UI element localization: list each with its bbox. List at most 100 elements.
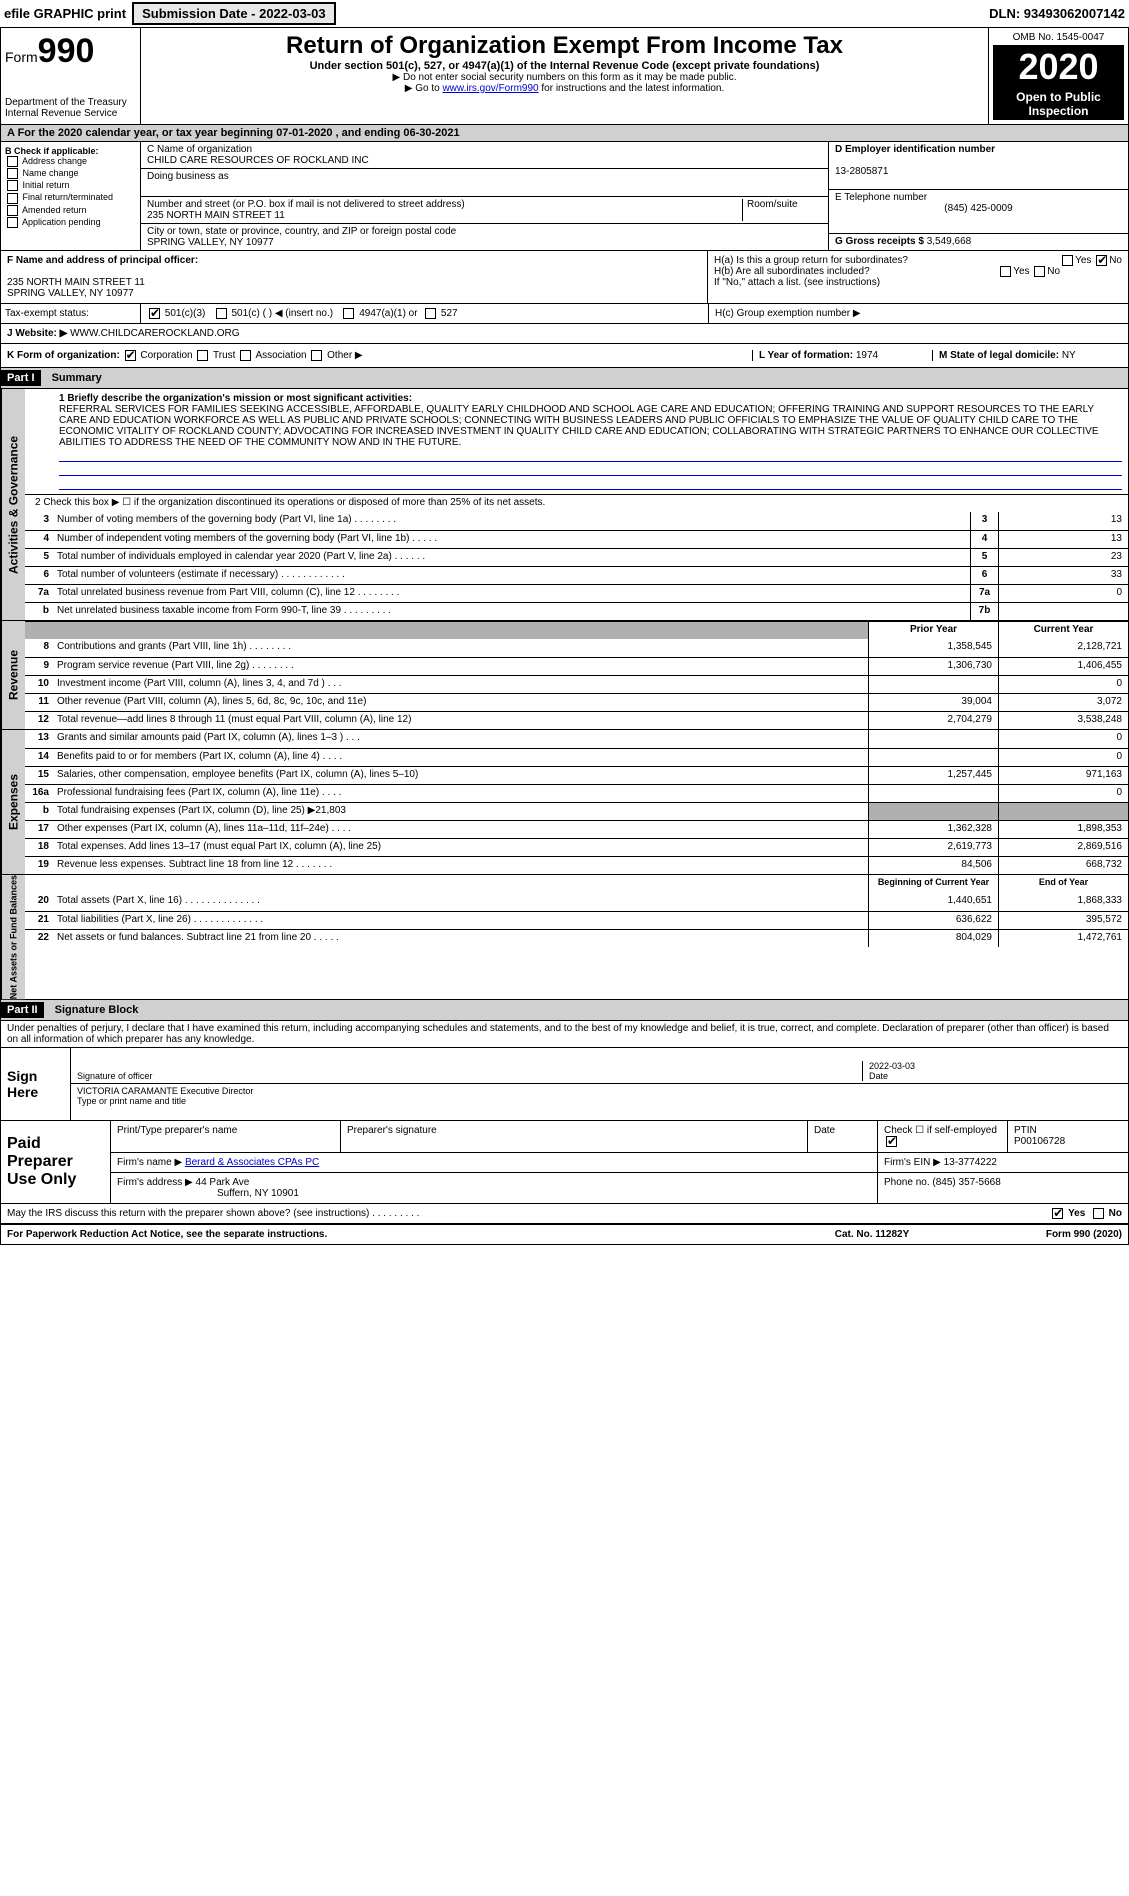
line-label: Grants and similar amounts paid (Part IX…: [53, 730, 868, 748]
dln-label: DLN: 93493062007142: [989, 6, 1125, 21]
chk-initial[interactable]: Initial return: [5, 180, 136, 191]
chk-final[interactable]: Final return/terminated: [5, 192, 136, 203]
chk-address[interactable]: Address change: [5, 156, 136, 167]
mission-text: REFERRAL SERVICES FOR FAMILIES SEEKING A…: [59, 404, 1099, 448]
d-label: D Employer identification number: [835, 144, 995, 155]
g-value: 3,549,668: [927, 236, 972, 247]
line-label: Other revenue (Part VIII, column (A), li…: [53, 694, 868, 711]
current-year-value: 0: [998, 785, 1128, 802]
e-value: (845) 425-0009: [835, 203, 1122, 214]
line-cellnum: 7b: [970, 603, 998, 620]
chk-trust[interactable]: [197, 350, 208, 361]
line-value: 23: [998, 549, 1128, 566]
submission-date-btn[interactable]: Submission Date - 2022-03-03: [132, 2, 336, 25]
chk-4947[interactable]: [343, 308, 354, 319]
firm-name[interactable]: Berard & Associates CPAs PC: [185, 1157, 319, 1168]
line-label: Total revenue—add lines 8 through 11 (mu…: [53, 712, 868, 729]
f-label: F Name and address of principal officer:: [7, 255, 198, 266]
sig-date: 2022-03-03: [869, 1061, 1122, 1071]
prior-year-value: 636,622: [868, 912, 998, 929]
chk-527[interactable]: [425, 308, 436, 319]
rev-label: Revenue: [1, 621, 25, 729]
prior-year-value: [868, 803, 998, 820]
prior-year-value: 1,362,328: [868, 821, 998, 838]
firm-phone: (845) 357-5668: [932, 1177, 1000, 1188]
line-value: 0: [998, 585, 1128, 602]
tax-year: 2020: [993, 46, 1124, 88]
part1-header: Part I: [1, 370, 41, 386]
line-num: 6: [25, 567, 53, 584]
chk-501c[interactable]: [216, 308, 227, 319]
discuss-no[interactable]: [1093, 1208, 1104, 1219]
g-label: G Gross receipts $: [835, 236, 924, 247]
f-addr1: 235 NORTH MAIN STREET 11: [7, 277, 145, 288]
m-value: NY: [1062, 350, 1076, 361]
firm-ein: 13-3774222: [944, 1157, 997, 1168]
line-label: Number of voting members of the governin…: [53, 512, 970, 530]
c-dba-label: Doing business as: [147, 171, 822, 182]
chk-assoc[interactable]: [240, 350, 251, 361]
line-cellnum: 3: [970, 512, 998, 530]
irs-link[interactable]: www.irs.gov/Form990: [442, 83, 538, 94]
chk-other[interactable]: [311, 350, 322, 361]
current-year-value: 1,472,761: [998, 930, 1128, 947]
hc-label: H(c) Group exemption number ▶: [708, 304, 1128, 323]
dept-label: Department of the Treasury Internal Reve…: [5, 97, 136, 119]
line-value: 13: [998, 531, 1128, 548]
line-num: 15: [25, 767, 53, 784]
sig-name-label: Type or print name and title: [77, 1096, 1122, 1106]
line-num: 21: [25, 912, 53, 929]
hb-label: H(b) Are all subordinates included?: [714, 266, 870, 277]
line-num: 12: [25, 712, 53, 729]
form-title: Return of Organization Exempt From Incom…: [145, 32, 984, 60]
line-num: 20: [25, 893, 53, 911]
chk-amended[interactable]: Amended return: [5, 205, 136, 216]
line-num: b: [25, 803, 53, 820]
c-addr-label: Number and street (or P.O. box if mail i…: [147, 199, 742, 210]
chk-app[interactable]: Application pending: [5, 217, 136, 228]
line-cellnum: 7a: [970, 585, 998, 602]
prior-year-value: 1,358,545: [868, 639, 998, 657]
prep-h4[interactable]: Check ☐ if self-employed: [884, 1125, 997, 1136]
note-link: ▶ Go to www.irs.gov/Form990 for instruct…: [145, 83, 984, 94]
c-city: SPRING VALLEY, NY 10977: [147, 237, 822, 248]
current-year-value: 0: [998, 676, 1128, 693]
col-prior: Prior Year: [868, 622, 998, 639]
prior-year-value: [868, 749, 998, 766]
chk-corp[interactable]: [125, 350, 136, 361]
period-row: A For the 2020 calendar year, or tax yea…: [1, 125, 1128, 142]
line-label: Other expenses (Part IX, column (A), lin…: [53, 821, 868, 838]
col-boy: Beginning of Current Year: [868, 875, 998, 893]
c-city-label: City or town, state or province, country…: [147, 226, 822, 237]
current-year-value: 1,406,455: [998, 658, 1128, 675]
line-num: 9: [25, 658, 53, 675]
prior-year-value: [868, 730, 998, 748]
line-label: Total number of volunteers (estimate if …: [53, 567, 970, 584]
discuss-yes[interactable]: [1052, 1208, 1063, 1219]
current-year-value: [998, 803, 1128, 820]
line-label: Total fundraising expenses (Part IX, col…: [53, 803, 868, 820]
line-num: b: [25, 603, 53, 620]
current-year-value: 971,163: [998, 767, 1128, 784]
efile-label: efile GRAPHIC print: [4, 6, 126, 21]
line-value: [998, 603, 1128, 620]
col-current: Current Year: [998, 622, 1128, 639]
hb-note: If "No," attach a list. (see instruction…: [714, 277, 1122, 288]
chk-name[interactable]: Name change: [5, 168, 136, 179]
open-public: Open to Public Inspection: [993, 88, 1124, 120]
line-label: Professional fundraising fees (Part IX, …: [53, 785, 868, 802]
line-label: Total liabilities (Part X, line 26) . . …: [53, 912, 868, 929]
chk-501c3[interactable]: [149, 308, 160, 319]
nafb-label: Net Assets or Fund Balances: [1, 875, 25, 999]
paid-prep: Paid Preparer Use Only: [1, 1121, 111, 1203]
prior-year-value: 804,029: [868, 930, 998, 947]
j-label: J Website: ▶: [7, 328, 67, 339]
current-year-value: 0: [998, 749, 1128, 766]
col-eoy: End of Year: [998, 875, 1128, 893]
form-number: 990: [38, 32, 95, 70]
perjury-text: Under penalties of perjury, I declare th…: [1, 1021, 1128, 1048]
prior-year-value: 1,306,730: [868, 658, 998, 675]
line-label: Net unrelated business taxable income fr…: [53, 603, 970, 620]
form-label: Form: [5, 49, 38, 65]
prior-year-value: 1,257,445: [868, 767, 998, 784]
